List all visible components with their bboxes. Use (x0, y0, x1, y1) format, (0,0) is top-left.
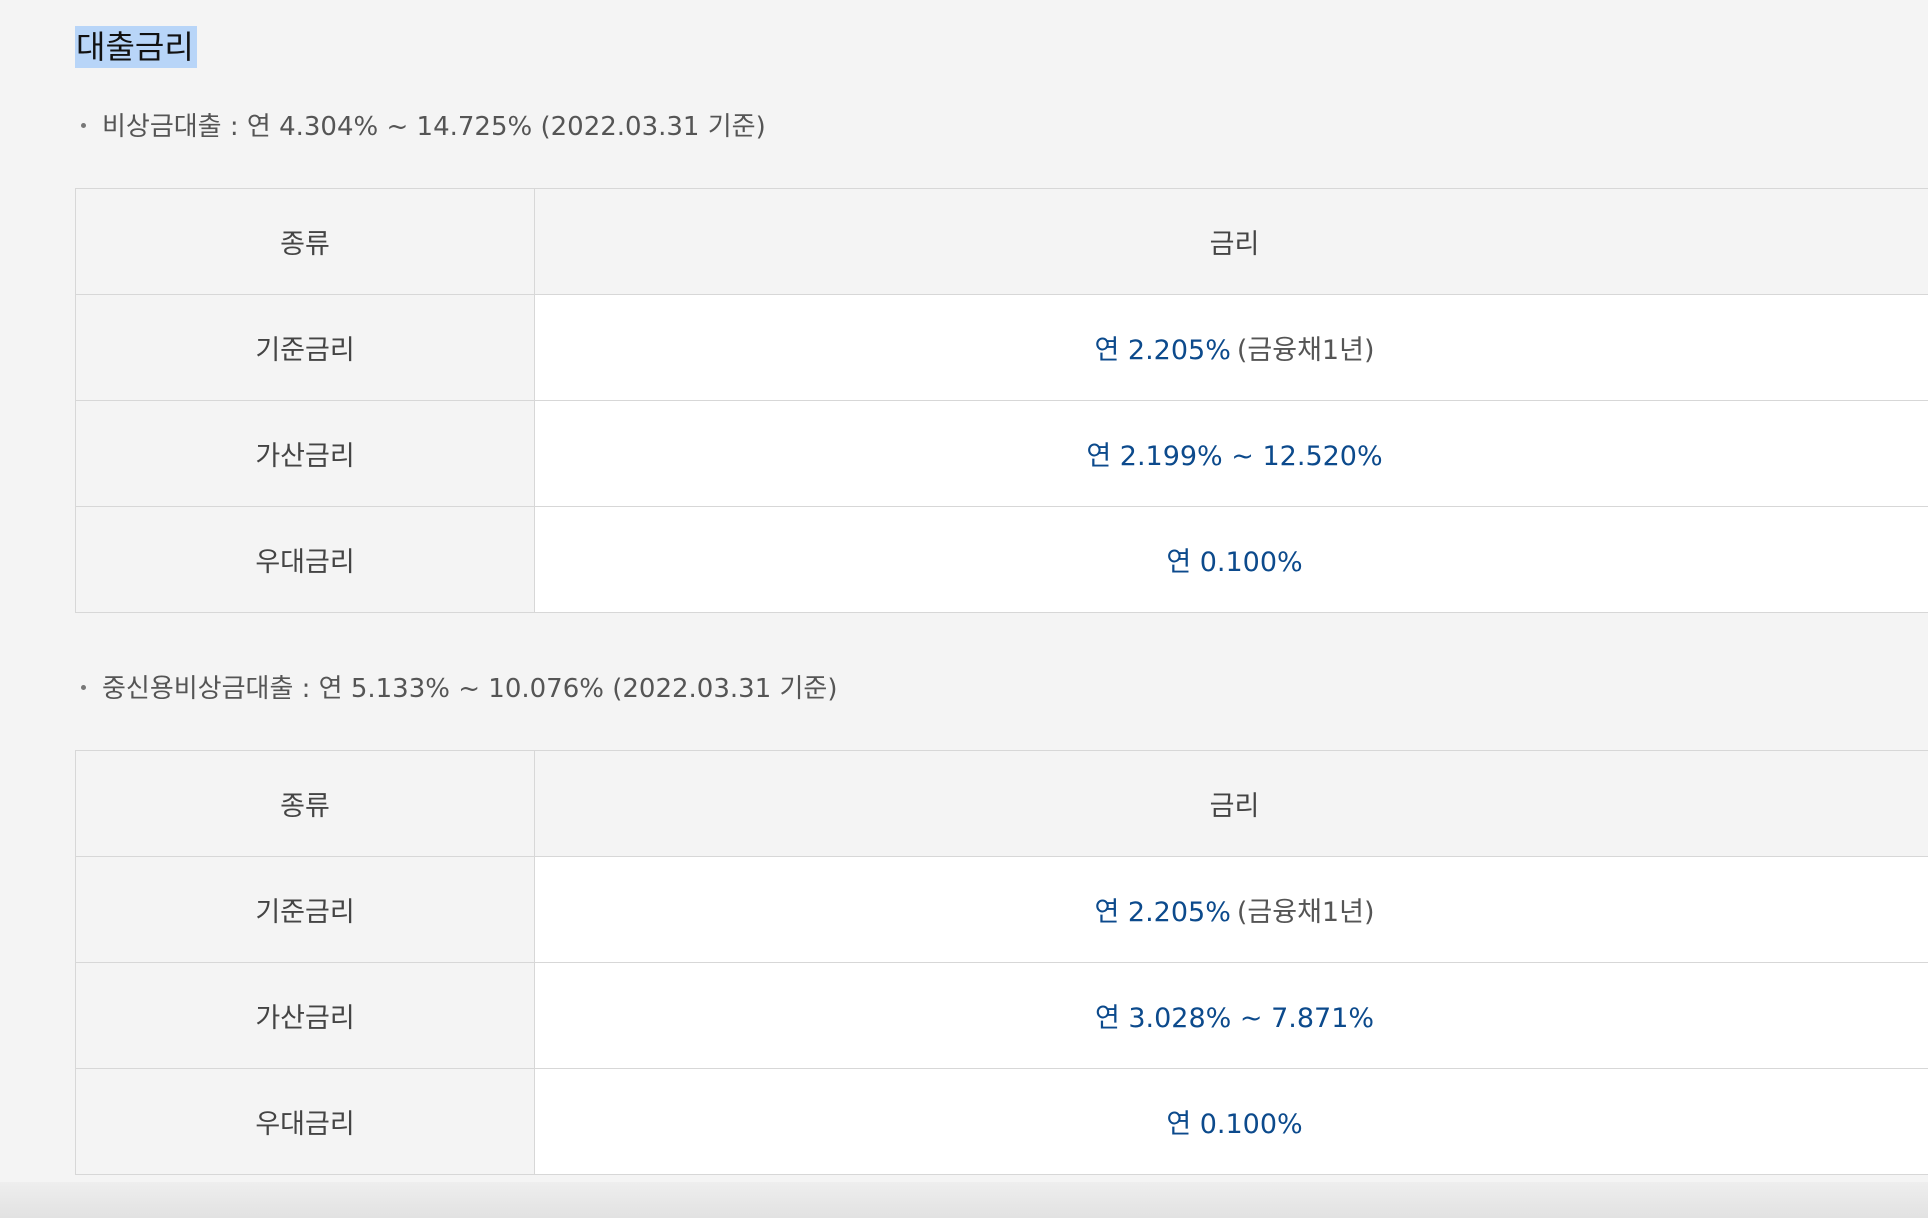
rate-value: 연 2.205% (1094, 897, 1231, 928)
table-row: 우대금리 연 0.100% (75, 1068, 1928, 1175)
row-value: 연 2.205% (금융채1년) (534, 856, 1928, 963)
table-row: 기준금리 연 2.205% (금융채1년) (75, 856, 1928, 963)
table-header-row: 종류 금리 (75, 188, 1928, 295)
table-row: 가산금리 연 3.028% ~ 7.871% (75, 962, 1928, 1069)
column-header-rate: 금리 (534, 750, 1928, 857)
rate-value: 연 3.028% ~ 7.871% (1094, 1003, 1375, 1034)
column-header-rate: 금리 (534, 188, 1928, 295)
column-header-type: 종류 (75, 750, 535, 857)
loan-summary-line: 중신용비상금대출 : 연 5.133% ~ 10.076% (2022.03.3… (75, 669, 838, 709)
bullet-dot-icon (81, 685, 86, 690)
row-value: 연 2.199% ~ 12.520% (534, 400, 1928, 507)
rate-note: (금융채1년) (1236, 897, 1375, 928)
rate-table: 종류 금리 기준금리 연 2.205% (금융채1년) 가산금리 연 2.199%… (75, 188, 1928, 613)
rate-table: 종류 금리 기준금리 연 2.205% (금융채1년) 가산금리 연 3.028%… (75, 750, 1928, 1175)
loan-summary-text: 중신용비상금대출 : 연 5.133% ~ 10.076% (2022.03.3… (102, 674, 838, 704)
row-value: 연 0.100% (534, 1068, 1928, 1175)
row-label: 우대금리 (75, 1068, 535, 1175)
rate-note: (금융채1년) (1236, 335, 1375, 366)
row-label: 기준금리 (75, 856, 535, 963)
table-header-row: 종류 금리 (75, 750, 1928, 857)
row-value: 연 2.205% (금융채1년) (534, 294, 1928, 401)
loan-summary-text: 비상금대출 : 연 4.304% ~ 14.725% (2022.03.31 기… (102, 112, 766, 142)
rate-value: 연 0.100% (1166, 547, 1303, 578)
column-header-type: 종류 (75, 188, 535, 295)
table-row: 우대금리 연 0.100% (75, 506, 1928, 613)
row-value: 연 0.100% (534, 506, 1928, 613)
row-label: 가산금리 (75, 962, 535, 1069)
table-row: 기준금리 연 2.205% (금융채1년) (75, 294, 1928, 401)
rate-value: 연 0.100% (1166, 1109, 1303, 1140)
rate-value: 연 2.205% (1094, 335, 1231, 366)
row-label: 기준금리 (75, 294, 535, 401)
row-label: 가산금리 (75, 400, 535, 507)
loan-summary-line: 비상금대출 : 연 4.304% ~ 14.725% (2022.03.31 기… (75, 107, 766, 147)
rate-value: 연 2.199% ~ 12.520% (1086, 441, 1383, 472)
table-row: 가산금리 연 2.199% ~ 12.520% (75, 400, 1928, 507)
bullet-dot-icon (81, 123, 86, 128)
bottom-edge-shadow (0, 1182, 1928, 1218)
section-heading: 대출금리 (75, 26, 197, 68)
row-label: 우대금리 (75, 506, 535, 613)
row-value: 연 3.028% ~ 7.871% (534, 962, 1928, 1069)
